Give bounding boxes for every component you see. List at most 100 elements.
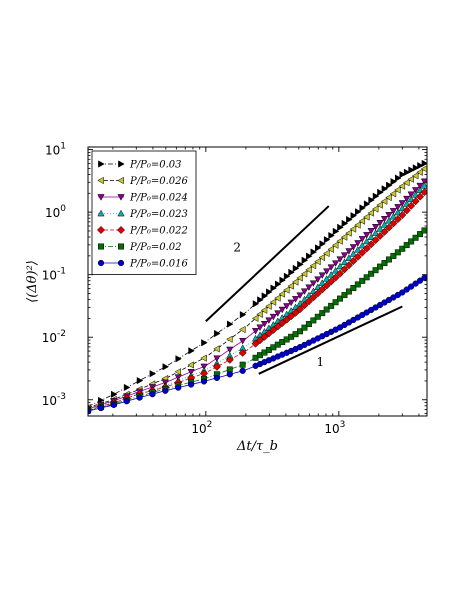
data-point bbox=[175, 384, 182, 391]
data-point bbox=[416, 168, 423, 176]
data-point bbox=[354, 281, 361, 288]
legend-marker bbox=[97, 176, 104, 185]
data-point bbox=[136, 376, 144, 385]
data-point bbox=[110, 390, 118, 398]
data-point bbox=[344, 261, 353, 270]
legend-label: P/P₀=0.02 bbox=[129, 242, 181, 253]
data-point bbox=[345, 248, 353, 255]
data-point bbox=[318, 285, 327, 294]
data-point bbox=[385, 212, 393, 219]
data-point bbox=[403, 195, 411, 203]
data-point bbox=[332, 227, 340, 236]
data-point bbox=[273, 322, 282, 331]
data-point bbox=[380, 221, 389, 228]
data-point bbox=[416, 277, 424, 284]
plot-frame bbox=[87, 146, 428, 417]
slope-label-2: 2 bbox=[233, 241, 241, 255]
data-point bbox=[336, 237, 343, 245]
data-point bbox=[408, 166, 415, 174]
data-point bbox=[310, 248, 318, 256]
data-point bbox=[323, 236, 331, 244]
data-point bbox=[376, 231, 385, 240]
data-point bbox=[200, 354, 207, 362]
data-point bbox=[314, 244, 322, 252]
data-point bbox=[332, 299, 339, 306]
data-point bbox=[305, 321, 312, 327]
data-point bbox=[323, 275, 331, 282]
data-point bbox=[412, 164, 420, 172]
data-point bbox=[417, 161, 424, 170]
data-point bbox=[309, 262, 317, 270]
data-point bbox=[201, 339, 208, 347]
data-point bbox=[260, 320, 269, 328]
data-point bbox=[380, 216, 389, 223]
data-point bbox=[349, 250, 357, 257]
data-point bbox=[314, 276, 322, 283]
data-point bbox=[395, 174, 402, 182]
data-point bbox=[256, 324, 264, 332]
data-point bbox=[349, 256, 358, 266]
data-point bbox=[291, 278, 299, 286]
data-point bbox=[416, 182, 424, 190]
data-point bbox=[301, 256, 309, 264]
data-point bbox=[226, 320, 234, 328]
data-point bbox=[420, 165, 427, 173]
data-point bbox=[282, 315, 291, 324]
data-point bbox=[251, 314, 259, 322]
data-point bbox=[340, 233, 348, 241]
data-point bbox=[389, 219, 398, 228]
data-point bbox=[239, 337, 247, 345]
data-point bbox=[376, 225, 384, 232]
data-point bbox=[417, 231, 424, 238]
data-point bbox=[291, 296, 300, 303]
data-point bbox=[296, 274, 303, 282]
series-2 bbox=[88, 178, 427, 413]
data-point bbox=[295, 305, 305, 314]
y-tick-label: 10-2 bbox=[42, 329, 66, 345]
legend-marker bbox=[117, 259, 125, 267]
data-point bbox=[337, 295, 343, 302]
data-point bbox=[390, 252, 397, 259]
data-point bbox=[278, 306, 286, 314]
data-point bbox=[377, 188, 384, 197]
data-point bbox=[327, 271, 335, 278]
data-point bbox=[367, 228, 375, 235]
legend-marker bbox=[117, 194, 125, 201]
data-point bbox=[421, 274, 427, 281]
data-point bbox=[288, 268, 295, 276]
data-point bbox=[363, 200, 371, 208]
data-point bbox=[310, 317, 317, 324]
plot-area: 102 103 10-3 10-2 10-1 100 101 Δt/τ_b ⟨(Δθ)²⟩ 2 1 bbox=[25, 142, 428, 454]
data-point bbox=[362, 244, 371, 253]
data-point bbox=[214, 329, 221, 338]
legend-marker bbox=[96, 225, 106, 235]
data-point bbox=[322, 281, 331, 290]
data-point bbox=[398, 200, 406, 207]
data-point bbox=[256, 310, 263, 318]
data-point bbox=[394, 249, 401, 256]
data-point bbox=[412, 280, 419, 287]
data-point bbox=[341, 219, 349, 228]
legend-marker bbox=[98, 243, 104, 250]
data-point bbox=[322, 249, 330, 258]
data-point bbox=[368, 270, 375, 277]
data-point bbox=[301, 324, 308, 331]
data-point bbox=[297, 260, 304, 269]
data-point bbox=[278, 319, 287, 328]
data-point bbox=[327, 245, 334, 253]
data-point bbox=[393, 215, 402, 224]
legend-label: P/P₀=0.03 bbox=[129, 160, 181, 171]
data-point bbox=[305, 284, 313, 291]
data-point bbox=[346, 215, 353, 224]
data-point bbox=[398, 182, 406, 190]
data-point bbox=[110, 401, 117, 409]
data-point bbox=[239, 361, 246, 368]
data-point bbox=[266, 288, 273, 296]
legend-marker bbox=[97, 209, 105, 217]
data-point bbox=[331, 260, 340, 267]
data-point bbox=[367, 233, 375, 240]
data-point bbox=[345, 288, 352, 295]
data-point bbox=[313, 289, 322, 298]
legend-marker bbox=[116, 225, 126, 235]
